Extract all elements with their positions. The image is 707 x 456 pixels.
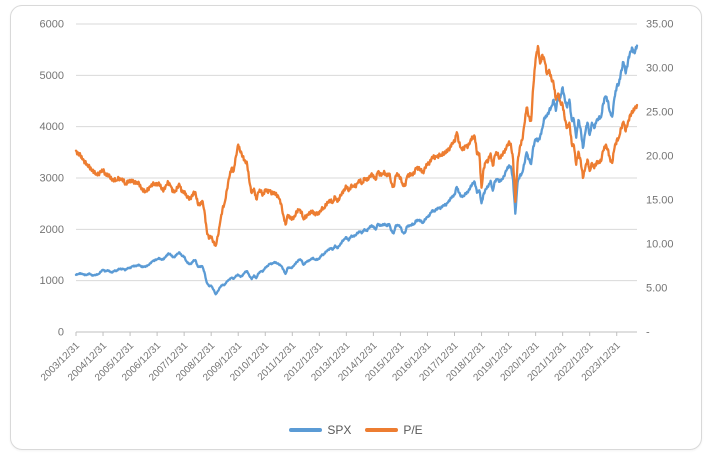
left-axis-tick-label: 4000 [40, 121, 64, 133]
left-axis-tick-label: 2000 [40, 224, 64, 236]
pe-series-line [74, 44, 639, 247]
right-axis-tick-label: 15.00 [646, 195, 674, 207]
pe-legend-label: P/E [403, 423, 423, 437]
pe-legend-line-icon [365, 428, 399, 432]
left-axis-tick-label: 6000 [40, 19, 64, 31]
legend-item-pe: P/E [365, 423, 423, 437]
spx-series-line [74, 44, 639, 296]
right-axis-tick-label: 5.00 [646, 283, 667, 295]
spx-legend-line-icon [289, 428, 323, 432]
legend-item-spx: SPX [289, 423, 351, 437]
spx-legend-label: SPX [327, 423, 352, 437]
right-axis-tick-label: - [646, 327, 650, 339]
right-axis-tick-label: 10.00 [646, 239, 674, 251]
left-axis-tick-label: 0 [58, 327, 64, 339]
left-axis-tick-label: 5000 [40, 70, 64, 82]
chart-card: 6000 5000 4000 3000 2000 1000 0 35.00 30.00 25.00… [10, 5, 702, 450]
dual-axis-line-chart: 6000 5000 4000 3000 2000 1000 0 35.00 30.00 25.00… [39, 19, 674, 384]
left-axis-tick-label: 1000 [40, 275, 64, 287]
left-axis-tick-label: 3000 [40, 173, 64, 185]
right-axis-tick-label: 20.00 [646, 151, 674, 163]
right-axis-tick-label: 35.00 [646, 19, 674, 31]
right-axis-tick-label: 25.00 [646, 107, 674, 119]
right-axis-tick-label: 30.00 [646, 63, 674, 75]
chart-legend: SPX P/E [11, 423, 701, 437]
